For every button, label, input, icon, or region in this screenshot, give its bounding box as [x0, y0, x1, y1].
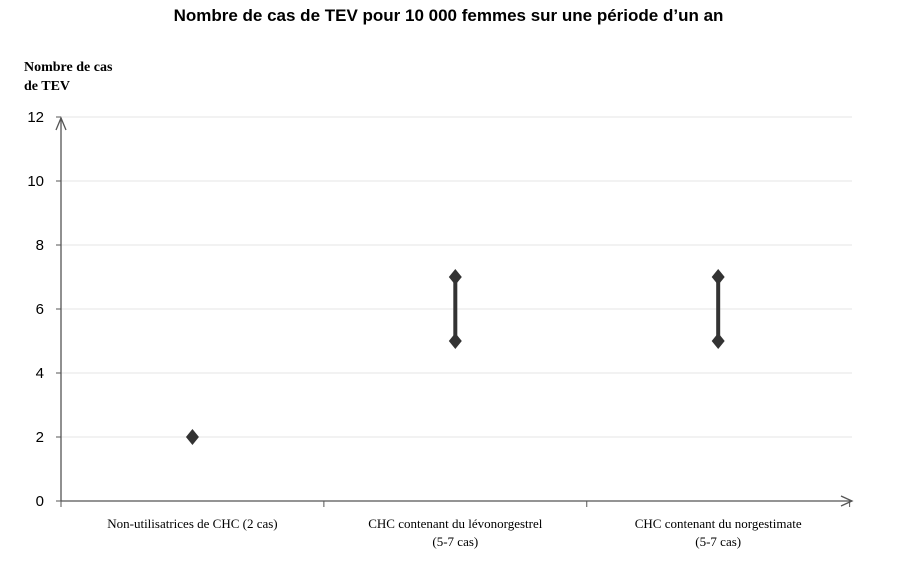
y-axis-label: Nombre de cas de TEV	[24, 58, 164, 96]
marker-point-0	[185, 429, 199, 445]
category-labels: Non-utilisatrices de CHC (2 cas) CHC cont…	[107, 516, 802, 549]
y-tick-label-12: 12	[27, 109, 44, 126]
y-tick-label-4: 4	[36, 365, 44, 382]
data-marks	[185, 269, 725, 445]
axes	[55, 116, 854, 507]
category-label-2-line-2: (5-7 cas)	[695, 534, 741, 549]
y-tick-label-2: 2	[36, 429, 44, 446]
x-axis-arrow	[840, 495, 854, 507]
y-axis-arrow	[55, 116, 67, 131]
category-label-2-line-1: CHC contenant du norgestimate	[635, 516, 802, 531]
y-axis-label-line-2: de TEV	[24, 79, 71, 94]
category-label-0-line-1: Non-utilisatrices de CHC (2 cas)	[107, 516, 277, 531]
y-tick-label-8: 8	[36, 237, 44, 254]
y-tick-labels: 0 2 4 6 8 10 12	[27, 109, 44, 510]
category-label-1-line-2: (5-7 cas)	[432, 534, 478, 549]
marker-high-2	[711, 269, 725, 285]
marker-low-2	[711, 333, 725, 349]
category-label-1-line-1: CHC contenant du lévonorgestrel	[368, 516, 543, 531]
marker-low-1	[448, 333, 462, 349]
y-axis-label-line-1: Nombre de cas	[24, 60, 113, 75]
marker-high-1	[448, 269, 462, 285]
chart-title: Nombre de cas de TEV pour 10 000 femmes …	[173, 6, 724, 25]
y-tick-label-6: 6	[36, 301, 44, 318]
y-tick-label-10: 10	[27, 173, 44, 190]
y-tick-label-0: 0	[36, 493, 44, 510]
